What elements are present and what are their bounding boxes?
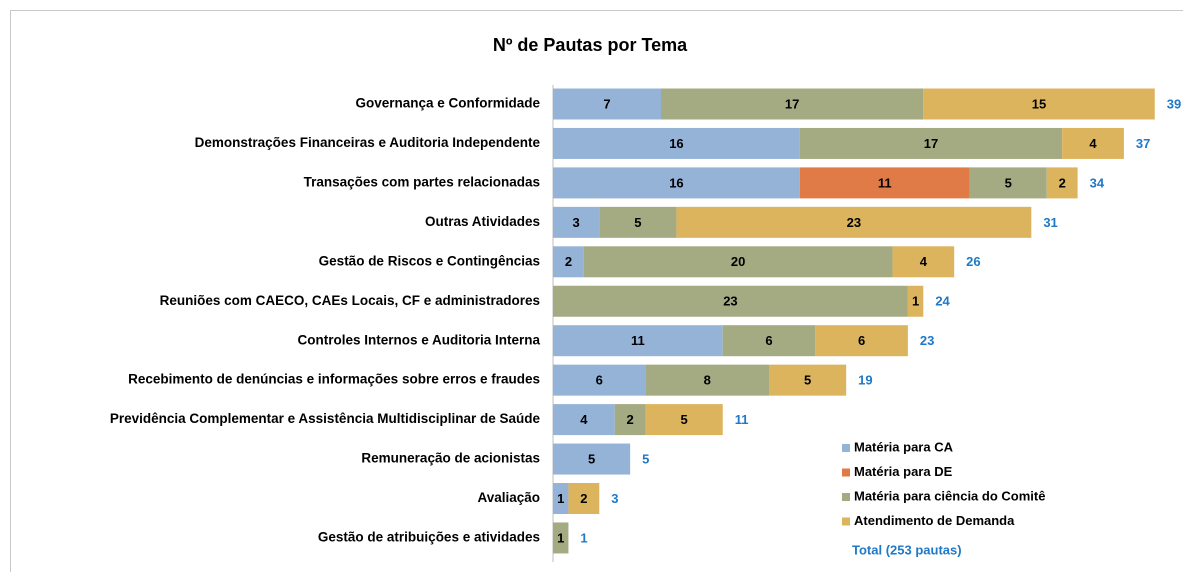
bar-segment (1062, 127, 1124, 159)
y-tick-label: Outras Atividades (425, 214, 540, 229)
bar-segment (923, 88, 1155, 120)
y-tick-label: Gestão de atribuições e atividades (318, 530, 540, 545)
data-label: 15 (1032, 96, 1046, 111)
data-label: 16 (669, 136, 683, 151)
bar-segment (599, 206, 677, 238)
total-label: 19 (858, 373, 872, 388)
data-label: 6 (858, 333, 865, 348)
bar-segment (553, 285, 908, 317)
y-tick-label: Governança e Conformidade (355, 96, 540, 111)
data-label: 11 (878, 175, 892, 190)
bar-segment (892, 246, 955, 278)
y-tick-label: Previdência Complementar e Assistência M… (110, 411, 541, 426)
y-tick-label: Remuneração de acionistas (361, 451, 540, 466)
bar-segment (553, 364, 646, 396)
data-label: 1 (557, 530, 564, 545)
legend-label: Matéria para DE (854, 464, 953, 479)
data-label: 17 (785, 96, 799, 111)
data-label: 2 (580, 491, 587, 506)
legend-swatch (842, 517, 850, 526)
bar-segment (799, 127, 1063, 159)
chart-title: Nº de Pautas por Tema (493, 35, 688, 55)
data-label: 1 (557, 491, 564, 506)
total-label: 23 (920, 333, 934, 348)
data-label: 17 (924, 136, 938, 151)
bar-segment (645, 404, 723, 436)
legend-label: Matéria para ciência do Comitê (854, 488, 1045, 503)
data-label: 5 (588, 451, 595, 466)
y-tick-label: Controles Internos e Auditoria Interna (297, 332, 540, 347)
bar-segment (614, 404, 646, 436)
bar-segment (568, 483, 600, 514)
bar-segment (553, 483, 569, 514)
bar-segment (553, 443, 631, 475)
bar-segment (553, 404, 615, 436)
bar-segment (583, 246, 893, 278)
total-label: 1 (580, 530, 587, 545)
y-tick-label: Avaliação (477, 490, 540, 505)
bar-segment (969, 167, 1047, 199)
y-tick-label: Recebimento de denúncias e informações s… (128, 372, 540, 387)
y-tick-label: Reuniões com CAECO, CAEs Locais, CF e ad… (160, 293, 540, 308)
bar-segment (769, 364, 847, 396)
y-tick-label: Transações com partes relacionadas (304, 174, 540, 189)
data-label: 23 (847, 215, 861, 230)
legend-swatch (842, 444, 850, 452)
data-label: 5 (634, 215, 641, 230)
total-label: 26 (966, 254, 980, 269)
data-label: 7 (603, 96, 610, 111)
data-label: 5 (681, 412, 688, 427)
legend-label: Atendimento de Demanda (854, 513, 1015, 528)
bar-segment (1046, 167, 1078, 199)
data-label: 2 (1059, 175, 1066, 190)
total-label: 3 (611, 491, 618, 506)
legend-swatch (842, 468, 850, 477)
bar-segment (553, 127, 800, 159)
data-label: 6 (765, 333, 772, 348)
data-label: 1 (912, 294, 919, 309)
data-label: 4 (920, 254, 928, 269)
bar-segment (661, 88, 924, 120)
total-label: 5 (642, 451, 649, 466)
bar-segment (645, 364, 770, 396)
total-label: 31 (1043, 215, 1057, 230)
data-label: 4 (580, 412, 588, 427)
data-label: 20 (731, 254, 745, 269)
bar-segment (553, 167, 800, 199)
data-label: 2 (627, 412, 634, 427)
data-label: 11 (631, 333, 645, 348)
data-label: 23 (723, 294, 737, 309)
data-label: 4 (1089, 136, 1097, 151)
data-label: 3 (573, 215, 580, 230)
data-label: 8 (704, 373, 711, 388)
legend-total: Total (253 pautas) (852, 542, 962, 557)
bar-segment (815, 325, 908, 357)
bar-segment (553, 522, 569, 554)
bar-segment (553, 206, 600, 238)
data-label: 5 (1005, 175, 1012, 190)
data-label: 6 (596, 373, 603, 388)
data-label: 16 (669, 175, 683, 190)
total-label: 34 (1090, 175, 1105, 190)
bar-segment (907, 285, 924, 317)
data-label: 2 (565, 254, 572, 269)
bar-segment (553, 246, 584, 278)
legend-label: Matéria para CA (854, 439, 954, 454)
bar-segment (553, 325, 723, 357)
data-label: 5 (804, 373, 811, 388)
total-label: 24 (935, 294, 950, 309)
bar-segment (553, 88, 662, 120)
y-tick-label: Demonstrações Financeiras e Auditoria In… (195, 135, 541, 150)
total-label: 37 (1136, 136, 1150, 151)
total-label: 39 (1167, 96, 1181, 111)
bar-segment (722, 325, 816, 357)
bar-segment (799, 167, 970, 199)
bar-segment (676, 206, 1032, 238)
y-tick-label: Gestão de Riscos e Contingências (319, 253, 540, 268)
total-label: 11 (735, 412, 749, 427)
legend-swatch (842, 493, 850, 501)
